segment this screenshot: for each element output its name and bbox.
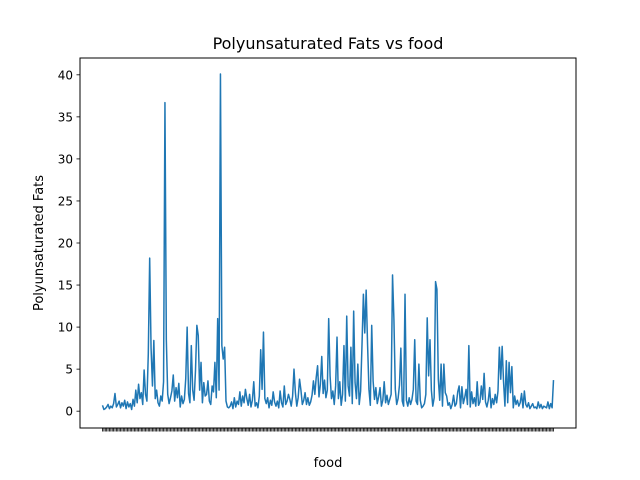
x-axis-ticks: [102, 428, 554, 432]
y-axis-label: Polyunsaturated Fats: [32, 175, 47, 311]
y-tick-label: 30: [58, 152, 73, 166]
chart-title: Polyunsaturated Fats vs food: [213, 34, 444, 53]
y-tick-label: 10: [58, 321, 73, 335]
y-tick-label: 35: [58, 110, 73, 124]
series-line: [101, 73, 555, 411]
x-axis-label: food: [314, 456, 343, 471]
y-tick-label: 15: [58, 279, 73, 293]
y-tick-label: 40: [58, 68, 73, 82]
y-axis-ticks: 0 5 10 15 20 25 30 35 40: [58, 68, 80, 419]
y-tick-label: 0: [65, 405, 73, 419]
y-tick-label: 20: [58, 237, 73, 251]
y-tick-label: 5: [65, 363, 73, 377]
y-tick-label: 25: [58, 194, 73, 208]
